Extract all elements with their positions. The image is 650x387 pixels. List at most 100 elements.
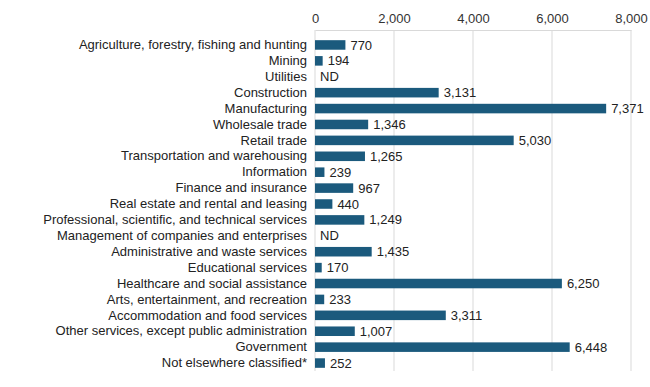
tick: Educational services <box>188 260 308 275</box>
axis-line <box>316 30 632 31</box>
y-axis: Agriculture, forestry, fishing and hunti… <box>43 37 307 370</box>
data-labels: 770194ND3,1317,3711,3465,0301,2652399674… <box>320 38 644 371</box>
category-label: Transportation and warehousing <box>121 148 307 163</box>
bar <box>315 40 345 50</box>
tick-label: 0 <box>312 11 319 26</box>
data-label: 1,007 <box>360 324 393 339</box>
tick: Healthcare and social assistance <box>117 276 307 291</box>
data-label: 7,371 <box>611 101 644 116</box>
tick: Finance and insurance <box>175 180 307 195</box>
tick: Government <box>235 339 307 354</box>
bar <box>315 342 570 352</box>
tick: Transportation and warehousing <box>121 148 307 163</box>
tick: 4,000 <box>457 11 490 30</box>
bar <box>315 183 353 193</box>
bar <box>315 104 606 114</box>
category-label: Finance and insurance <box>175 180 307 195</box>
category-label: Other services, except public administra… <box>56 323 307 338</box>
grid-line <box>631 30 632 371</box>
tick: Real estate and rental and leasing <box>110 196 307 211</box>
category-label: Agriculture, forestry, fishing and hunti… <box>79 37 307 52</box>
category-label: Utilities <box>265 69 307 84</box>
data-label: 1,265 <box>370 149 403 164</box>
category-label: Educational services <box>188 260 308 275</box>
tick: Retail trade <box>241 133 307 148</box>
tick: 6,000 <box>536 11 569 30</box>
category-label: Real estate and rental and leasing <box>110 196 307 211</box>
grid-line <box>552 30 553 371</box>
bar <box>315 167 324 177</box>
data-label: 239 <box>329 165 351 180</box>
bar <box>315 152 365 162</box>
data-label: ND <box>320 69 339 84</box>
data-label: 6,250 <box>567 276 600 291</box>
bar <box>315 56 323 66</box>
category-label: Government <box>235 339 307 354</box>
data-label: 967 <box>358 181 380 196</box>
category-label: Retail trade <box>241 133 307 148</box>
bar <box>315 311 446 321</box>
tick: 2,000 <box>378 11 411 30</box>
tick: Information <box>242 164 307 179</box>
category-label: Mining <box>269 53 307 68</box>
data-label: ND <box>320 228 339 243</box>
data-label: 440 <box>337 197 359 212</box>
category-label: Arts, entertainment, and recreation <box>107 292 307 307</box>
bar <box>315 120 368 130</box>
tick: Mining <box>269 53 307 68</box>
bar <box>315 358 325 368</box>
data-label: 194 <box>328 53 350 68</box>
tick: Arts, entertainment, and recreation <box>107 292 307 307</box>
category-label: Information <box>242 164 307 179</box>
data-label: 1,249 <box>369 212 402 227</box>
data-label: 3,131 <box>444 85 477 100</box>
bar <box>315 263 322 273</box>
category-label: Healthcare and social assistance <box>117 276 307 291</box>
bar <box>315 295 324 305</box>
tick: Accommodation and food services <box>108 307 307 322</box>
tick-label: 6,000 <box>536 11 569 26</box>
tick-label: 4,000 <box>457 11 490 26</box>
tick: Manufacturing <box>225 101 307 116</box>
grid <box>315 30 631 371</box>
category-label: Not elsewhere classified* <box>162 355 307 370</box>
data-label: 770 <box>350 38 372 53</box>
bar <box>315 215 364 225</box>
bar <box>315 279 562 289</box>
category-label: Administrative and waste services <box>111 244 307 259</box>
data-label: 3,311 <box>451 308 483 323</box>
data-label: 1,435 <box>377 244 410 259</box>
tick: Management of companies and enterprises <box>57 228 308 243</box>
tick: 8,000 <box>615 11 648 30</box>
tick: Utilities <box>265 69 307 84</box>
tick: Other services, except public administra… <box>56 323 307 338</box>
data-label: 5,030 <box>519 133 552 148</box>
data-label: 233 <box>329 292 351 307</box>
tick: 0 <box>312 11 319 30</box>
category-label: Wholesale trade <box>213 117 307 132</box>
bars <box>315 40 606 368</box>
bar <box>315 199 332 209</box>
bar <box>315 88 439 98</box>
x-axis: 0 2,000 4,000 6,000 8,000 <box>312 11 648 31</box>
data-label: 252 <box>330 356 352 371</box>
data-label: 1,346 <box>373 117 406 132</box>
tick-label: 8,000 <box>615 11 648 26</box>
category-label: Manufacturing <box>225 101 307 116</box>
bar <box>315 326 355 336</box>
tick: Not elsewhere classified* <box>162 355 307 370</box>
category-label: Construction <box>234 85 307 100</box>
bar <box>315 136 514 146</box>
tick: Administrative and waste services <box>111 244 307 259</box>
tick: Wholesale trade <box>213 117 307 132</box>
data-label: 6,448 <box>575 340 608 355</box>
category-label: Accommodation and food services <box>108 307 307 322</box>
chart: 0 2,000 4,000 6,000 8,000 Agriculture, forest… <box>0 0 650 387</box>
tick: Professional, scientific, and technical … <box>43 212 307 227</box>
bar <box>315 247 372 257</box>
category-label: Management of companies and enterprises <box>57 228 308 243</box>
tick-label: 2,000 <box>378 11 411 26</box>
tick: Construction <box>234 85 307 100</box>
category-label: Professional, scientific, and technical … <box>43 212 307 227</box>
tick: Agriculture, forestry, fishing and hunti… <box>79 37 307 52</box>
